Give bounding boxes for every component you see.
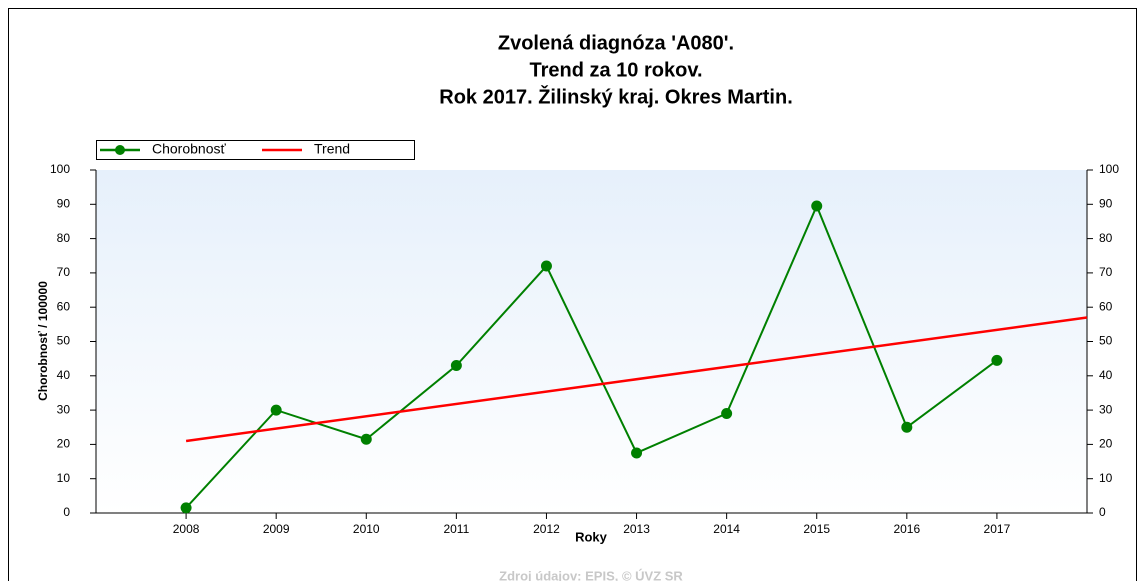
y-tick-label: 40 bbox=[57, 368, 71, 382]
x-axis-label: Roky bbox=[575, 529, 608, 544]
y2-tick-label: 80 bbox=[1099, 231, 1113, 245]
y2-tick-label: 90 bbox=[1099, 196, 1113, 210]
marker bbox=[360, 433, 372, 445]
y-tick-label: 10 bbox=[57, 471, 71, 485]
x-tick-label: 2008 bbox=[173, 522, 200, 536]
y2-tick-label: 70 bbox=[1099, 265, 1113, 279]
marker bbox=[180, 502, 192, 514]
x-tick-label: 2015 bbox=[803, 522, 830, 536]
x-tick-label: 2010 bbox=[353, 522, 380, 536]
y-tick-label: 90 bbox=[57, 196, 71, 210]
y2-tick-label: 50 bbox=[1099, 334, 1113, 348]
chart-title: Trend za 10 rokov. bbox=[529, 59, 702, 81]
source: Zdroj údajov: EPIS, © ÚVZ SR bbox=[499, 568, 683, 581]
y-tick-label: 0 bbox=[63, 505, 70, 519]
x-tick-label: 2012 bbox=[533, 522, 560, 536]
y2-tick-label: 20 bbox=[1099, 437, 1113, 451]
y2-tick-label: 0 bbox=[1099, 505, 1106, 519]
plot-area bbox=[96, 170, 1087, 513]
marker bbox=[540, 260, 552, 272]
x-tick-label: 2011 bbox=[443, 522, 469, 536]
marker bbox=[991, 354, 1003, 366]
chart-title: Rok 2017. Žilinský kraj. Okres Martin. bbox=[439, 84, 793, 108]
x-tick-label: 2017 bbox=[984, 522, 1011, 536]
legend bbox=[96, 140, 415, 160]
marker bbox=[270, 404, 282, 416]
x-tick-label: 2014 bbox=[713, 522, 740, 536]
legend-label: Chorobnosť bbox=[152, 141, 226, 157]
y-tick-label: 60 bbox=[57, 299, 71, 313]
series-line bbox=[185, 316, 1088, 443]
marker bbox=[811, 200, 823, 212]
marker bbox=[631, 447, 643, 459]
series-line bbox=[185, 203, 998, 509]
marker bbox=[901, 421, 913, 433]
y2-tick-label: 10 bbox=[1099, 471, 1113, 485]
marker bbox=[721, 408, 733, 420]
x-tick-label: 2016 bbox=[893, 522, 920, 536]
y-tick-label: 30 bbox=[57, 402, 71, 416]
y2-tick-label: 60 bbox=[1099, 299, 1113, 313]
y-tick-label: 20 bbox=[57, 437, 71, 451]
y2-tick-label: 100 bbox=[1099, 162, 1119, 176]
legend-marker bbox=[115, 145, 125, 155]
y2-tick-label: 40 bbox=[1099, 368, 1113, 382]
x-tick-label: 2013 bbox=[623, 522, 650, 536]
x-tick-label: 2009 bbox=[263, 522, 290, 536]
chart-title: Zvolená diagnóza 'A080'. bbox=[498, 32, 734, 54]
legend-label: Trend bbox=[314, 141, 350, 157]
frame bbox=[8, 8, 1137, 581]
y-tick-label: 100 bbox=[50, 162, 70, 176]
y2-tick-label: 30 bbox=[1099, 402, 1113, 416]
marker bbox=[450, 360, 462, 372]
y-tick-label: 80 bbox=[57, 231, 71, 245]
y-tick-label: 70 bbox=[57, 265, 71, 279]
y-tick-label: 50 bbox=[57, 334, 71, 348]
y-axis-label: Chorobnosť / 100000 bbox=[36, 281, 50, 401]
